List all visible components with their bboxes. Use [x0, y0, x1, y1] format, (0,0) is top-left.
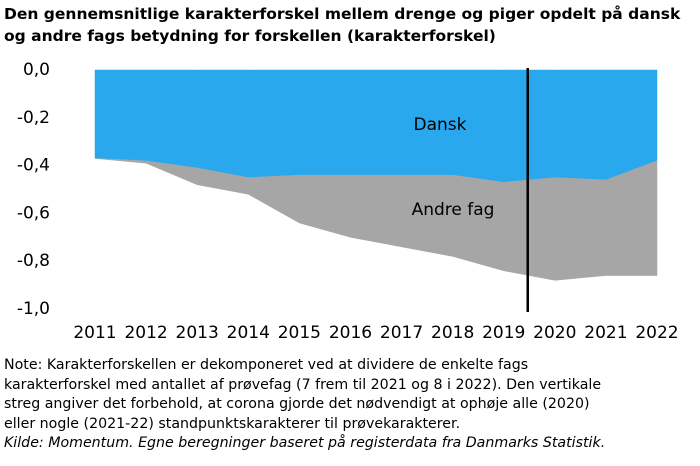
x-tick-label: 2011 [73, 323, 116, 343]
note: Note: Karakterforskellen er dekomponeret… [4, 356, 605, 454]
note-line: eller nogle (2021-22) standpunktskarakte… [4, 415, 461, 432]
x-tick-label: 2021 [584, 323, 627, 343]
x-tick-label: 2013 [176, 323, 219, 343]
x-tick-label: 2012 [124, 323, 167, 343]
x-tick-label: 2016 [329, 323, 372, 343]
x-tick-label: 2018 [431, 323, 474, 343]
source: Kilde: Momentum. Egne beregninger basere… [4, 435, 606, 451]
chart-title: Den gennemsnitlige karakterforskel melle… [4, 3, 680, 47]
series-label: Andre fag [412, 200, 495, 220]
series-label: Dansk [414, 115, 467, 135]
y-tick-label: -1,0 [17, 299, 50, 319]
y-tick-label: -0,8 [17, 251, 50, 271]
y-tick-label: -0,2 [17, 108, 50, 128]
chart: 0,0 -0,2 -0,4 -0,6 -0,8 -1,0 2011 2012 2013 2014 2… [17, 60, 679, 343]
x-tick-label: 2019 [482, 323, 525, 343]
x-tick-label: 2014 [227, 323, 270, 343]
title-line: og andre fags betydning for forskellen (… [4, 27, 496, 45]
x-tick-label: 2015 [278, 323, 321, 343]
note-line: karakterforskel med antallet af prøvefag… [4, 376, 602, 393]
area [94, 158, 658, 281]
title-line: Den gennemsnitlige karakterforskel melle… [4, 5, 681, 23]
y-tick-label: -0,4 [17, 156, 50, 176]
x-tick-label: 2020 [533, 323, 576, 343]
y-tick-label: -0,6 [17, 203, 50, 223]
x-tick-label: 2017 [380, 323, 423, 343]
note-line: streg angiver det forbehold, at corona g… [4, 396, 590, 412]
y-tick-label: 0,0 [23, 60, 50, 80]
x-tick-label: 2022 [635, 323, 678, 343]
note-line: Note: Karakterforskellen er dekomponeret… [4, 357, 529, 373]
